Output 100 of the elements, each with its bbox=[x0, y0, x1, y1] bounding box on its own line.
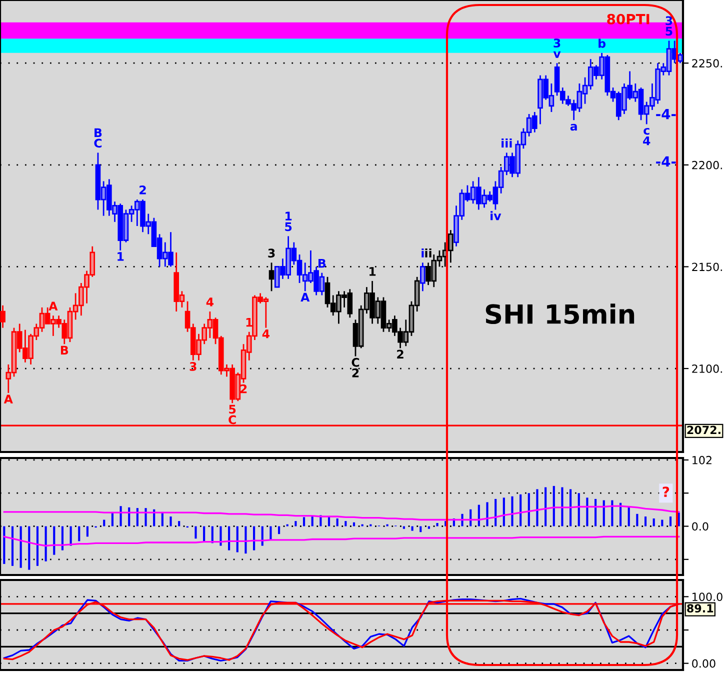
text: B bbox=[318, 258, 326, 268]
text: A bbox=[4, 394, 13, 404]
bar bbox=[570, 489, 572, 526]
bar bbox=[236, 526, 238, 552]
candlestick bbox=[268, 262, 274, 292]
bar bbox=[544, 487, 547, 526]
bar bbox=[402, 526, 406, 529]
bar bbox=[220, 526, 222, 546]
text: A bbox=[48, 302, 58, 310]
ref-line-label: 89.1 bbox=[687, 604, 714, 613]
bar bbox=[53, 526, 56, 555]
text: SHI 15min bbox=[486, 304, 634, 324]
ref-line-label: 2072. bbox=[687, 426, 720, 434]
text: 3 v bbox=[553, 38, 561, 58]
bar bbox=[561, 487, 564, 526]
text: 3 bbox=[268, 248, 275, 258]
bar bbox=[619, 502, 622, 526]
bar bbox=[3, 526, 6, 564]
bar bbox=[552, 486, 555, 526]
text: b bbox=[598, 38, 606, 48]
bar bbox=[669, 516, 672, 526]
bar bbox=[78, 526, 80, 542]
bar bbox=[661, 520, 664, 526]
y-tick-label: 0.00 bbox=[692, 659, 716, 668]
bar bbox=[520, 494, 522, 526]
text: 4 bbox=[206, 298, 214, 306]
y-tick-label: 102 bbox=[692, 456, 712, 464]
bar bbox=[302, 517, 306, 526]
y-tick-label: 2200. bbox=[692, 160, 722, 170]
bar bbox=[611, 500, 614, 526]
text: 2 bbox=[140, 186, 146, 194]
candlestick bbox=[0, 304, 6, 328]
bar bbox=[420, 526, 422, 532]
bar bbox=[244, 526, 247, 554]
bar bbox=[178, 521, 180, 526]
annotation: -4- bbox=[656, 108, 676, 120]
annotation: -4- bbox=[656, 156, 676, 167]
text: iii bbox=[502, 138, 512, 148]
text: 3 bbox=[190, 362, 196, 371]
y-tick-label: 2100. bbox=[692, 364, 722, 373]
bar bbox=[11, 526, 14, 566]
bar bbox=[486, 502, 488, 526]
bar bbox=[536, 489, 538, 526]
bar bbox=[194, 526, 197, 539]
bar bbox=[103, 520, 106, 526]
annotation: ? bbox=[662, 486, 670, 497]
bar bbox=[502, 498, 505, 526]
text: c 4 bbox=[643, 128, 650, 146]
text: i bbox=[422, 248, 424, 258]
bar bbox=[428, 526, 430, 529]
text: 2 bbox=[240, 384, 247, 394]
bar bbox=[203, 526, 206, 542]
bar bbox=[511, 496, 514, 526]
bar bbox=[20, 526, 22, 568]
bar bbox=[278, 526, 280, 534]
bar bbox=[528, 493, 530, 526]
bar bbox=[628, 507, 630, 526]
bar bbox=[144, 508, 147, 526]
text: a bbox=[570, 124, 577, 131]
bar bbox=[36, 526, 39, 566]
text: C 2 bbox=[352, 358, 360, 378]
line-series bbox=[3, 536, 680, 547]
candlestick bbox=[448, 229, 454, 264]
bar bbox=[170, 516, 172, 526]
candlestick bbox=[678, 52, 683, 64]
y-tick-label: 0.0 bbox=[692, 522, 708, 531]
annotation: 80PTI bbox=[607, 14, 650, 24]
text: 1 bbox=[118, 252, 124, 261]
y-tick-label: 100.0 bbox=[692, 592, 722, 602]
bar bbox=[436, 523, 438, 526]
text: 2 bbox=[397, 350, 404, 359]
bar bbox=[294, 521, 297, 526]
bar bbox=[494, 498, 497, 526]
bar bbox=[644, 516, 647, 526]
text: ii bbox=[425, 248, 432, 258]
y-tick-label: 2150. bbox=[692, 262, 722, 272]
bar bbox=[352, 522, 356, 526]
candlestick bbox=[420, 262, 426, 292]
bar bbox=[86, 526, 88, 537]
text: 5 C bbox=[228, 404, 236, 424]
bar bbox=[344, 521, 347, 526]
bar bbox=[636, 514, 638, 526]
bar bbox=[602, 500, 605, 526]
bar bbox=[586, 498, 588, 526]
bar bbox=[594, 498, 597, 526]
bar bbox=[652, 518, 655, 526]
bar bbox=[120, 506, 122, 526]
bar bbox=[311, 516, 314, 526]
bar bbox=[678, 512, 680, 526]
text: 4 bbox=[262, 330, 270, 338]
text: 1 5 bbox=[285, 212, 292, 232]
text: 1 bbox=[370, 267, 376, 276]
text: B C bbox=[94, 128, 102, 148]
text: iv bbox=[490, 211, 502, 220]
line-series bbox=[3, 505, 680, 521]
bar bbox=[411, 526, 414, 531]
text: A bbox=[300, 292, 310, 302]
bar bbox=[336, 518, 338, 526]
bar bbox=[228, 526, 230, 550]
y-tick-label: 2250. bbox=[692, 59, 722, 68]
